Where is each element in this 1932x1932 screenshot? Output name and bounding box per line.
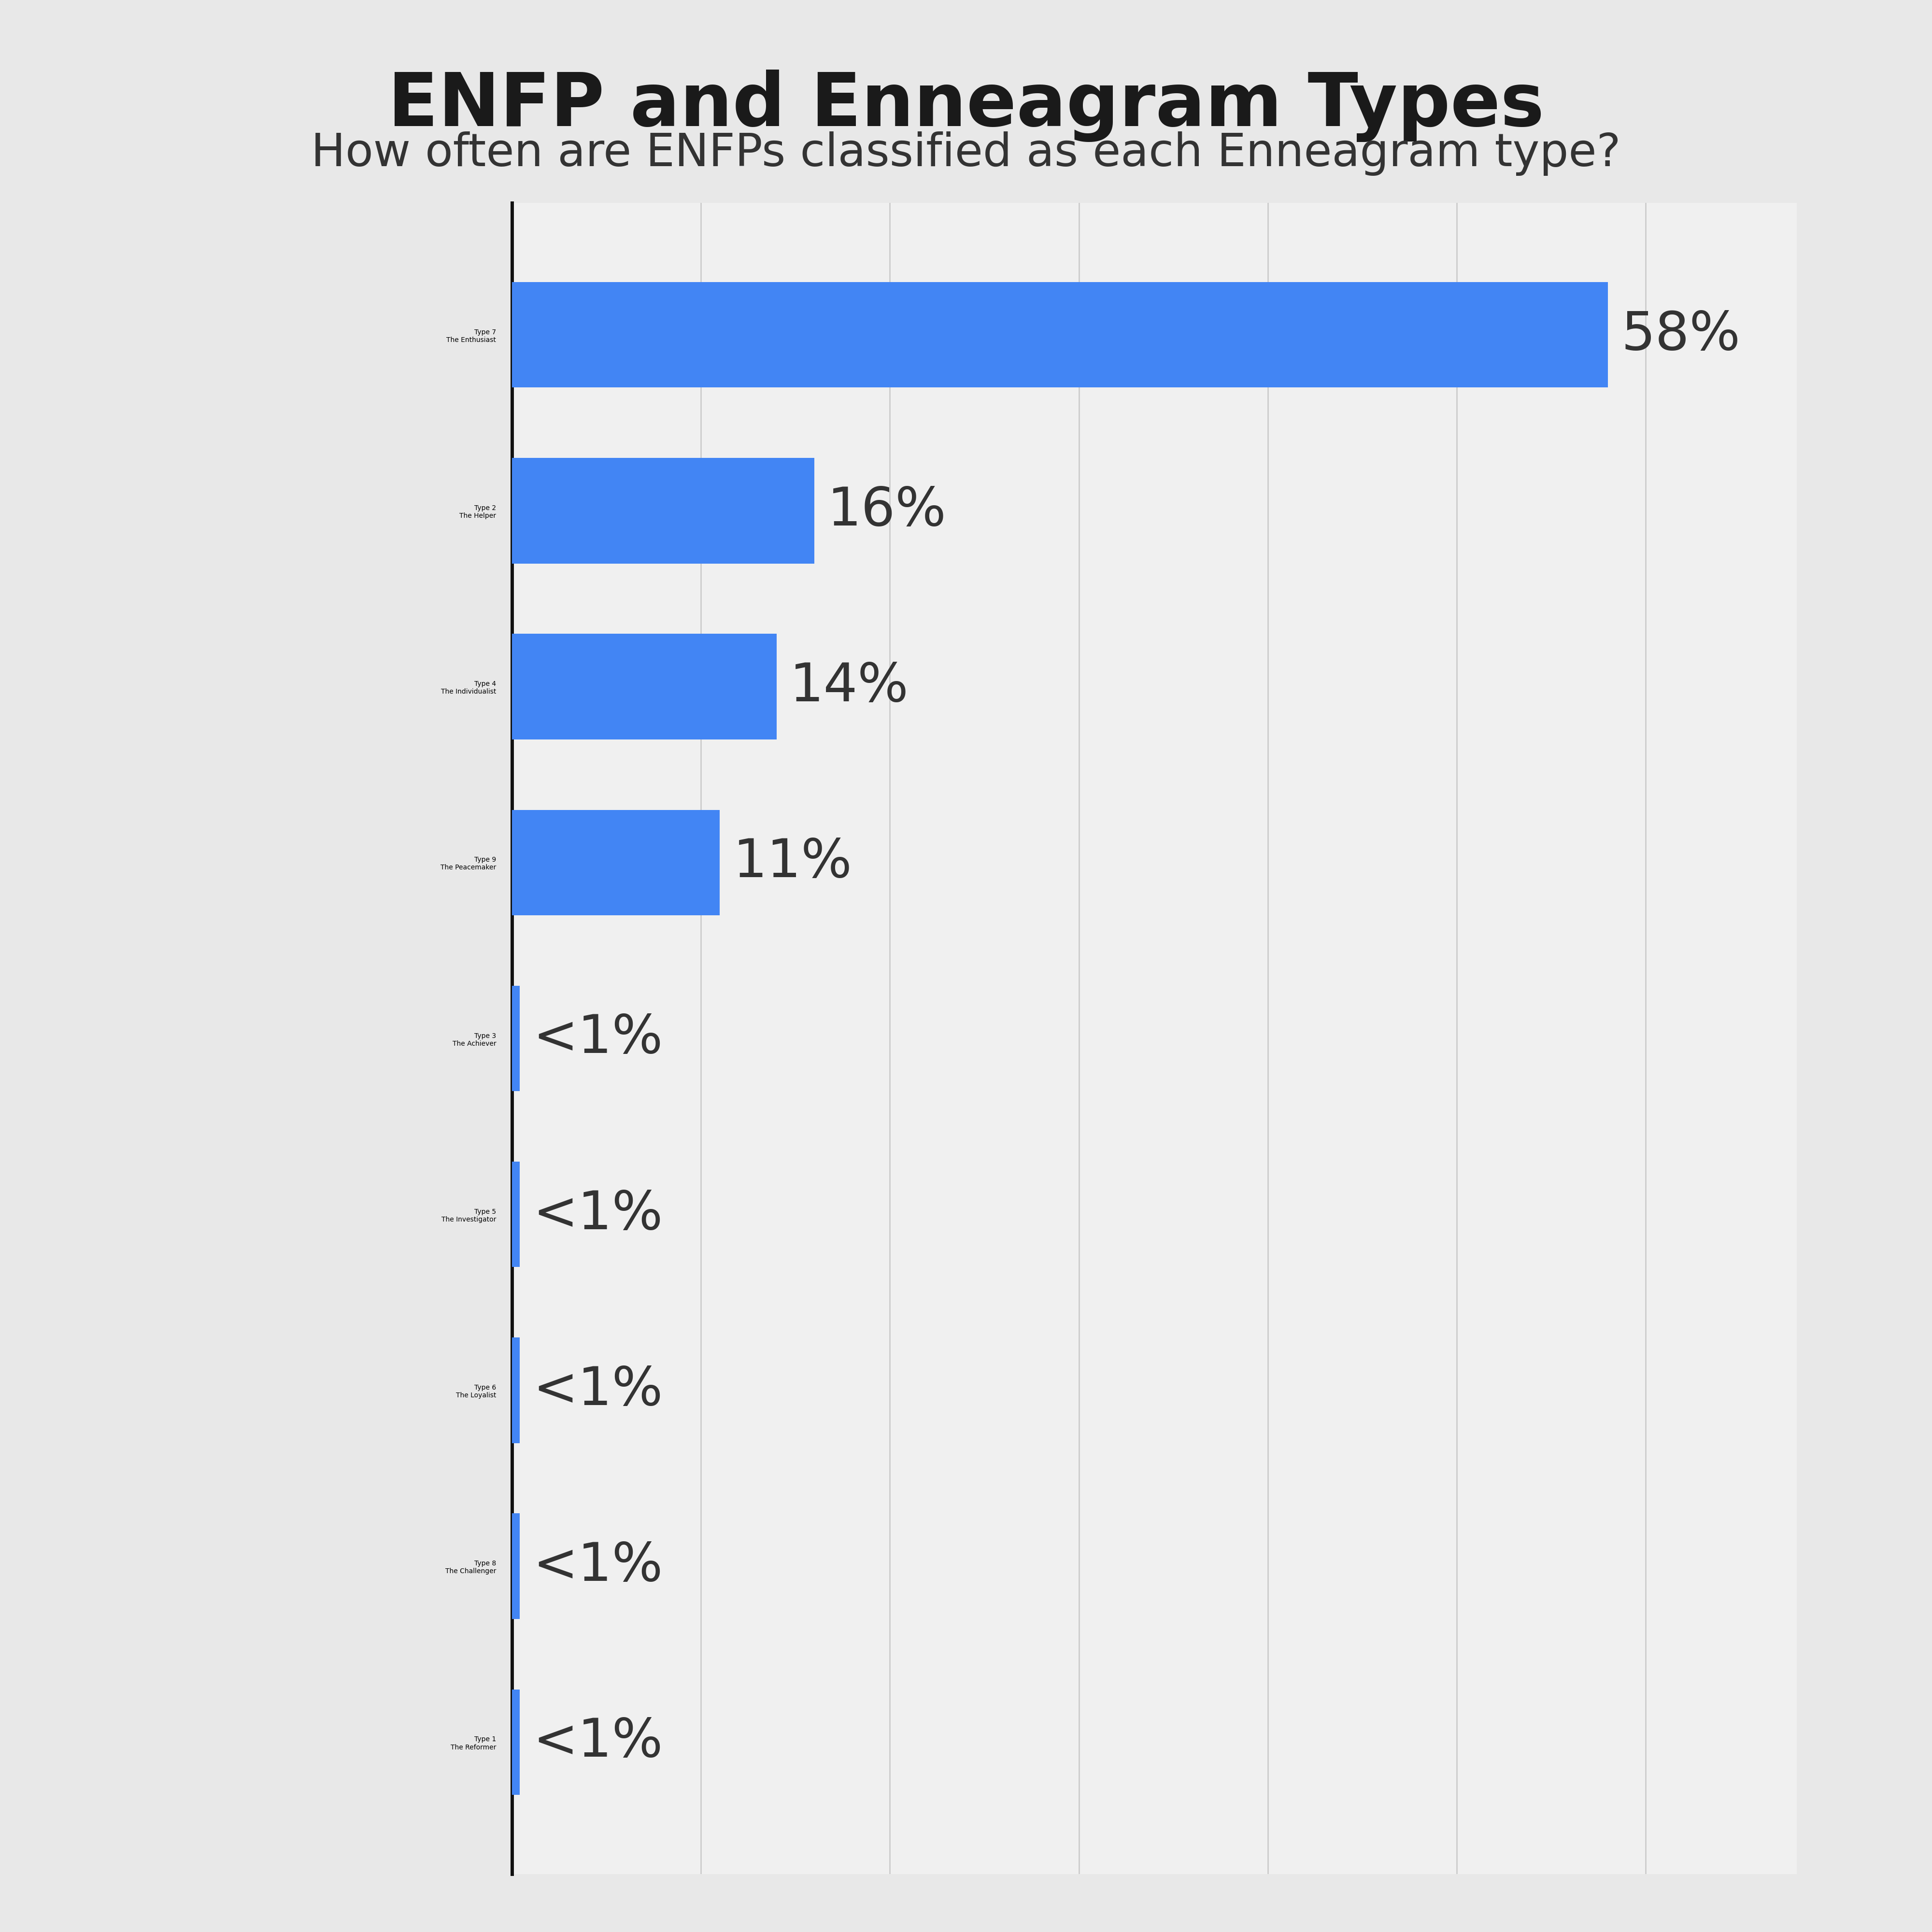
Text: <1%: <1% <box>533 1540 663 1592</box>
Text: 58%: 58% <box>1621 309 1741 361</box>
Bar <box>512 1513 520 1619</box>
Bar <box>512 1337 520 1443</box>
Text: 11%: 11% <box>732 837 852 889</box>
Text: <1%: <1% <box>533 1188 663 1240</box>
Text: 14%: 14% <box>790 661 908 713</box>
Text: <1%: <1% <box>533 1716 663 1768</box>
Bar <box>512 458 813 564</box>
Text: <1%: <1% <box>533 1364 663 1416</box>
Bar <box>512 1161 520 1267</box>
Bar <box>512 810 721 916</box>
Text: <1%: <1% <box>533 1012 663 1065</box>
Text: ENFP and Enneagram Types: ENFP and Enneagram Types <box>388 70 1544 143</box>
Bar <box>512 634 777 740</box>
Bar <box>512 985 520 1092</box>
Bar <box>512 282 1607 388</box>
Bar <box>512 1689 520 1795</box>
Text: 16%: 16% <box>827 485 947 537</box>
Text: How often are ENFPs classified as each Enneagram type?: How often are ENFPs classified as each E… <box>311 131 1621 176</box>
